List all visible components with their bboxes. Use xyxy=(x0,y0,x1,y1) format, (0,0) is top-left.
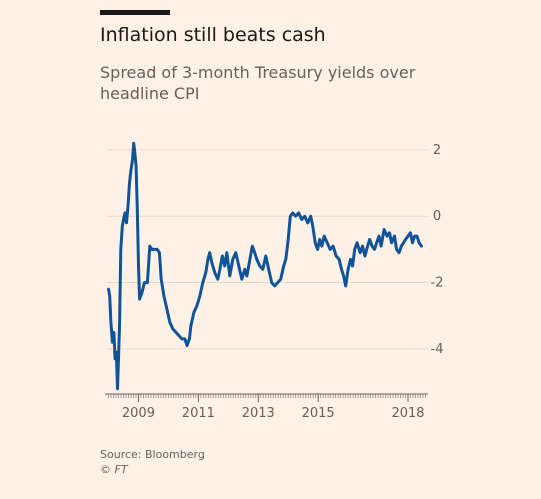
y-tick-label: -4 xyxy=(431,342,444,357)
line-chart: 2 0 -2 -4 2009 2011 2013 2015 2018 xyxy=(105,141,444,421)
x-axis xyxy=(105,393,428,402)
title-rule xyxy=(100,10,170,15)
y-tick-label: 0 xyxy=(433,209,441,224)
y-tick-label: -2 xyxy=(431,276,444,291)
x-tick-label: 2011 xyxy=(182,406,215,421)
x-tick-label: 2018 xyxy=(391,406,424,421)
x-axis-labels: 2009 2011 2013 2015 2018 xyxy=(122,406,425,421)
chart-subtitle: Spread of 3-month Treasury yields over h… xyxy=(100,63,416,103)
series-line xyxy=(107,141,423,391)
x-tick-label: 2013 xyxy=(242,406,275,421)
source-note: Source: Bloomberg xyxy=(100,448,205,461)
x-tick-label: 2009 xyxy=(122,406,155,421)
y-axis-labels: 2 0 -2 -4 xyxy=(431,143,444,357)
x-tick-label: 2015 xyxy=(302,406,335,421)
y-tick-label: 2 xyxy=(433,143,441,158)
chart-title: Inflation still beats cash xyxy=(100,24,326,46)
gridlines xyxy=(107,149,428,350)
copyright-note: © FT xyxy=(100,463,128,476)
series-group xyxy=(107,141,423,391)
